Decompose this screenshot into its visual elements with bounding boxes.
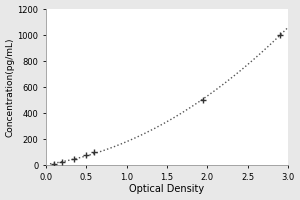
Y-axis label: Concentration(pg/mL): Concentration(pg/mL) — [6, 37, 15, 137]
X-axis label: Optical Density: Optical Density — [129, 184, 205, 194]
